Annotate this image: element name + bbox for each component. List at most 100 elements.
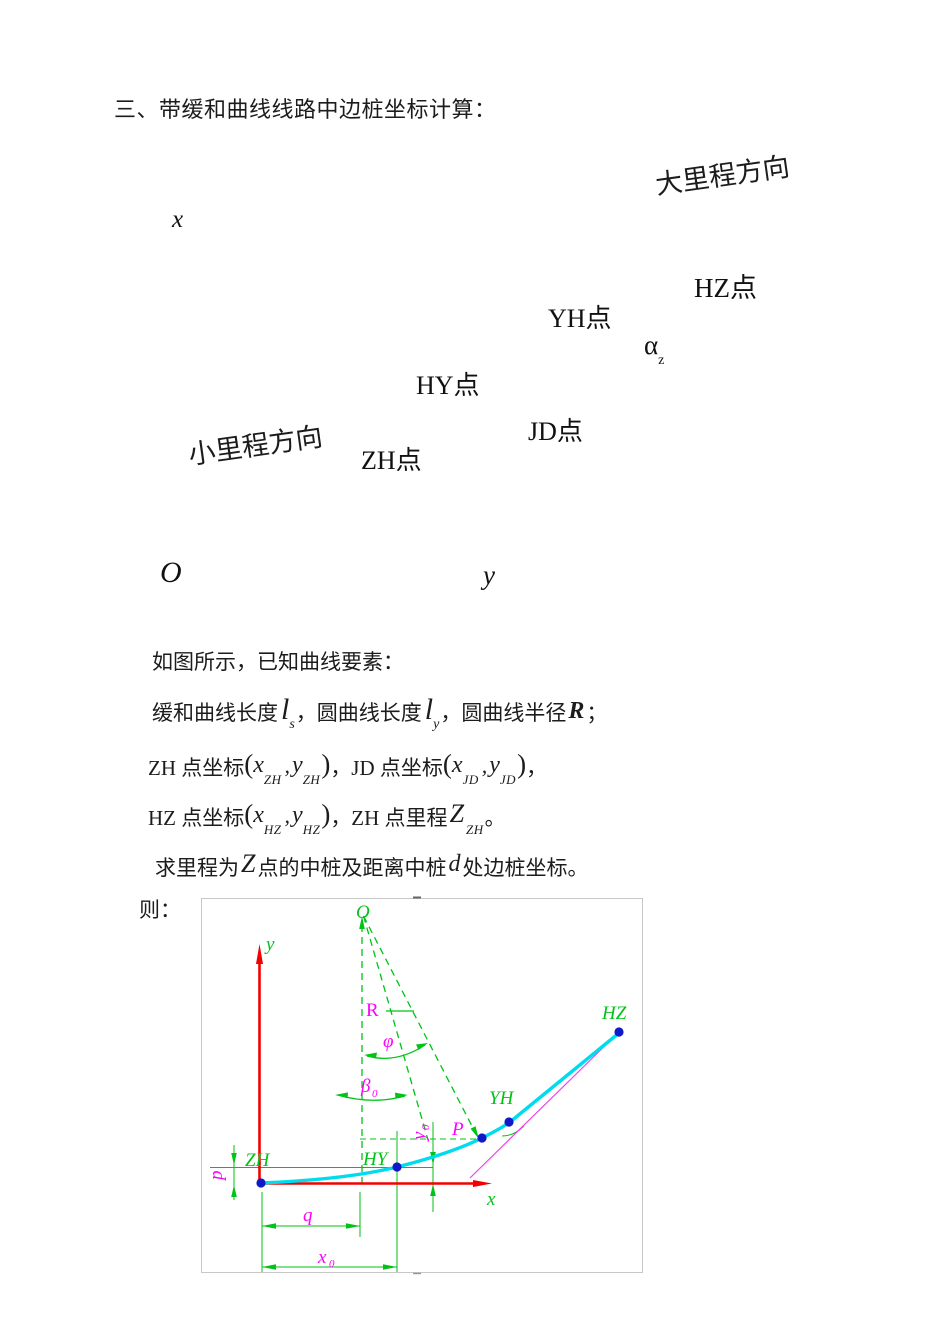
open-paren: ( [244, 749, 254, 779]
figure-label-x0-sub: 0 [329, 1258, 335, 1270]
arrow-to-center-O [359, 916, 365, 929]
var-x-zh: x [253, 752, 264, 778]
sub-hz: HZ [263, 822, 282, 837]
x-axis-arrowhead [473, 1180, 492, 1187]
close-paren: ) [321, 749, 331, 779]
sub-hz: HZ [302, 822, 321, 837]
var-Z: Z [241, 849, 256, 878]
radius-arrowhead [470, 1126, 479, 1139]
var-y-hz: y [292, 802, 303, 828]
figure-border [201, 898, 643, 1273]
p-node-dot [477, 1133, 487, 1143]
figure-label-yh: YH [489, 1088, 515, 1109]
var-x-jd: x [451, 752, 463, 778]
sub-jd: JD [462, 772, 479, 787]
intro-line: 如图所示，已知曲线要素： [152, 650, 404, 674]
comma: , [284, 753, 291, 778]
var-x-hz: x [253, 802, 264, 828]
var-R: R [568, 698, 585, 724]
hy-node-dot [392, 1162, 402, 1172]
hz-coordinates-line: HZ 点坐标(xHZ,yHZ)，ZH 点里程ZZH。 [148, 792, 506, 852]
zh-node-dot [256, 1178, 266, 1188]
phi-arc-arrow-left [364, 1052, 377, 1059]
var-ly: l [424, 693, 434, 726]
figure-label-radius: R [366, 1000, 379, 1021]
figure-label-hz: HZ [601, 1003, 627, 1024]
y0-dim-arrow-up [430, 1184, 436, 1196]
radius-O-to-P-dashed [362, 915, 474, 1129]
x0-dim-arrow-right [383, 1264, 397, 1270]
y-axis-arrowhead [256, 944, 263, 964]
text-run: 点的中桩及距离中桩 [257, 856, 447, 880]
close-paren: ) [321, 799, 331, 829]
sketch-label-zh-point: ZH点 [361, 446, 422, 475]
comma: , [284, 803, 291, 828]
figure-label-p-rotated: p [206, 1171, 227, 1183]
sketch-label-y-axis: y [483, 560, 495, 590]
p-dim-arrow-up [231, 1185, 237, 1197]
var-Z-zh: Z [449, 799, 465, 828]
svg-text:p: p [206, 1171, 227, 1183]
close-paren: ) [517, 749, 527, 779]
text-run: HZ 点坐标 [148, 806, 245, 830]
figure-label-x-axis: x [486, 1189, 496, 1210]
text-run: ，JD 点坐标 [330, 756, 443, 780]
sketch-label-x-axis: x [172, 206, 184, 233]
q-dim-arrow-left [262, 1223, 276, 1229]
radius-O-to-HY-dashed [362, 915, 429, 1141]
var-ly-sub: y [433, 717, 440, 732]
p-dim-arrow-down [231, 1153, 237, 1165]
yh-node-dot [504, 1117, 514, 1127]
hz-node-dot [614, 1027, 624, 1037]
sub-jd: JD [499, 772, 517, 787]
alpha-subscript: z [658, 353, 665, 368]
q-dim-arrow-right [346, 1223, 360, 1229]
figure-label-point-p: P [451, 1119, 464, 1140]
sketch-label-alpha: αz [644, 330, 665, 368]
then-label: 则： [139, 898, 181, 922]
x0-dim-arrow-left [262, 1264, 276, 1270]
page-title: 三、带缓和曲线线路中边桩坐标计算： [114, 97, 497, 122]
figure-label-phi: φ [383, 1031, 394, 1052]
text-run: 求里程为 [155, 856, 239, 880]
figure-label-y0-rotated: y 0 [409, 1124, 432, 1142]
text-run: ZH 点坐标 [148, 756, 245, 780]
figure-label-origin: O [356, 902, 370, 923]
text-run: 缓和曲线长度 [152, 701, 278, 725]
svg-text:y: y [409, 1131, 430, 1142]
figure-label-x0: x [317, 1247, 327, 1268]
text-run: 处边桩坐标。 [462, 856, 589, 880]
var-ls: l [281, 693, 290, 726]
text-run: ； [586, 701, 608, 725]
var-d: d [448, 851, 461, 877]
figure-label-beta0-sub: 0 [372, 1088, 378, 1100]
alignment-curve [259, 1031, 621, 1185]
sub-zh: ZH [302, 772, 321, 787]
text-run: 。 [484, 806, 506, 830]
given-elements-line: 缓和曲线长度 ls，圆曲线长度 ly，圆曲线半径R； [152, 688, 607, 747]
beta0-arc-arrow-right [395, 1092, 408, 1099]
sketch-label-origin: O [160, 556, 182, 589]
comma: , [481, 753, 488, 778]
sketch-label-hy-point: HY点 [416, 371, 480, 400]
figure-label-beta0: β [360, 1076, 371, 1097]
var-ls-sub: s [289, 717, 295, 732]
zh-jd-coordinates-line: ZH 点坐标(xZH,yZH)，JD 点坐标(xJD,yJD)， [148, 742, 547, 802]
text-run: ，圆曲线长度 [295, 701, 422, 725]
phi-arc-arrow-right [416, 1043, 428, 1050]
beta0-arc-arrow-left [335, 1092, 348, 1099]
svg-text:0: 0 [420, 1124, 432, 1130]
var-y-zh: y [292, 752, 303, 778]
tangent-line-to-HZ [469, 1032, 619, 1179]
sub-zh: ZH [466, 822, 484, 837]
sketch-label-hz-point: HZ点 [694, 273, 757, 303]
text-run: ，ZH 点里程 [330, 806, 448, 830]
sketch-label-yh-point: YH点 [548, 304, 612, 333]
var-y-jd: y [489, 752, 500, 778]
task-line: 求里程为Z点的中桩及距离中桩d处边桩坐标。 [155, 842, 588, 890]
open-paren: ( [244, 799, 254, 829]
text-run: ，圆曲线半径 [440, 701, 567, 725]
figure-label-zh: ZH [245, 1150, 271, 1171]
